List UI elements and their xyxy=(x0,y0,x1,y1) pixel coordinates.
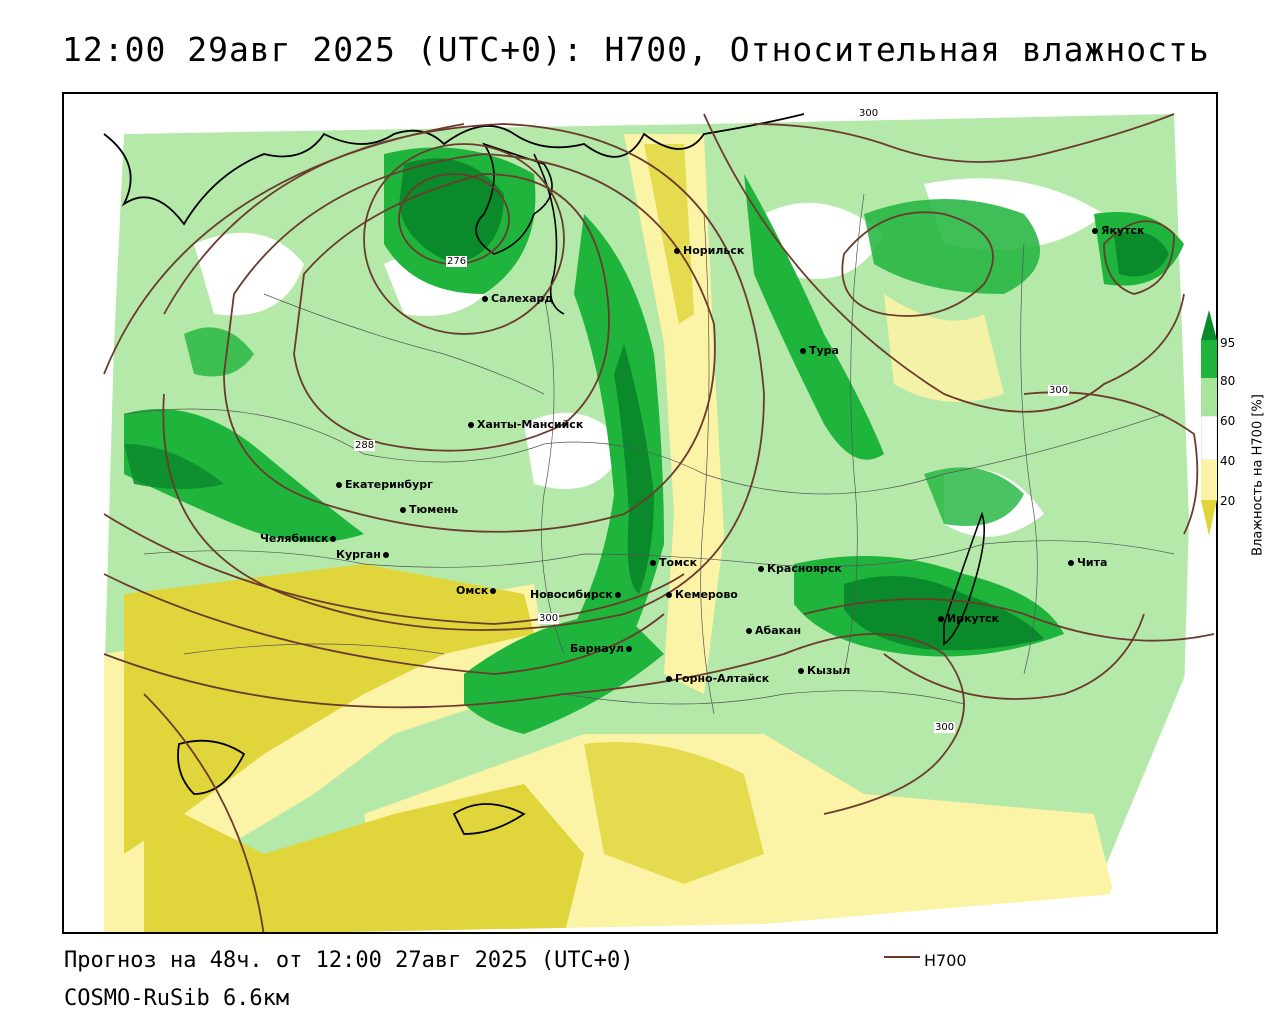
city-tomsk: Томск xyxy=(650,556,697,569)
city-irkutsk: Иркутск xyxy=(938,612,999,625)
isohypse-label: 300 xyxy=(538,613,560,624)
colorbar-tick: 60 xyxy=(1220,414,1236,428)
city-gorno-altaysk: Горно-Алтайск xyxy=(666,672,769,685)
city-marker-icon xyxy=(666,676,672,682)
colorbar-tick: 20 xyxy=(1220,494,1236,508)
city-marker-icon xyxy=(400,507,406,513)
city-khanty-mansiysk: Ханты-Мансийск xyxy=(468,418,583,431)
city-tura: Тура xyxy=(800,344,839,357)
city-marker-icon xyxy=(758,566,764,572)
city-marker-icon xyxy=(938,616,944,622)
map-area[interactable]: 276 288 300 300 300 300 Норильск Салехар… xyxy=(62,92,1218,934)
map-title: 12:00 29авг 2025 (UTC+0): H700, Относите… xyxy=(62,30,1210,69)
isohypse-label: 276 xyxy=(446,256,468,267)
city-yakutsk: Якутск xyxy=(1092,224,1144,237)
h700-legend-line-icon xyxy=(884,956,920,958)
city-marker-icon xyxy=(614,592,621,598)
city-ekaterinburg: Екатеринбург xyxy=(336,478,433,491)
city-marker-icon xyxy=(336,482,342,488)
city-marker-icon xyxy=(382,552,389,558)
city-marker-icon xyxy=(798,668,804,674)
city-marker-icon xyxy=(746,628,752,634)
isohypse-label: 300 xyxy=(934,722,956,733)
isohypse-label: 300 xyxy=(1048,385,1070,396)
model-info: COSMO-RuSib 6.6км xyxy=(64,986,290,1011)
h700-legend-label: H700 xyxy=(924,951,967,970)
city-norilsk: Норильск xyxy=(674,244,744,257)
colorbar xyxy=(1201,310,1217,536)
city-abakan: Абакан xyxy=(746,624,801,637)
city-marker-icon xyxy=(800,348,806,354)
city-marker-icon xyxy=(1068,560,1074,566)
city-barnaul: Барнаул xyxy=(570,642,635,655)
colorbar-tick: 80 xyxy=(1220,374,1236,388)
city-kyzyl: Кызыл xyxy=(798,664,850,677)
city-novosibirsk: Новосибирск xyxy=(530,588,624,601)
colorbar-tick: 40 xyxy=(1220,454,1236,468)
city-krasnoyarsk: Красноярск xyxy=(758,562,842,575)
city-marker-icon xyxy=(468,422,474,428)
colorbar-ticks: 95 80 60 40 20 xyxy=(1220,0,1250,1024)
city-omsk: Омск xyxy=(456,584,499,597)
city-marker-icon xyxy=(625,646,632,652)
colorbar-tick: 95 xyxy=(1220,336,1236,350)
city-marker-icon xyxy=(650,560,656,566)
city-marker-icon xyxy=(674,248,680,254)
city-chelyabinsk: Челябинск xyxy=(260,532,339,545)
city-tyumen: Тюмень xyxy=(400,503,458,516)
city-kurgan: Курган xyxy=(336,548,392,561)
forecast-info: Прогноз на 48ч. от 12:00 27авг 2025 (UTC… xyxy=(64,948,634,973)
humidity-field xyxy=(64,94,1216,932)
city-marker-icon xyxy=(490,588,497,594)
city-marker-icon xyxy=(330,536,337,542)
city-salekhard: Салехард xyxy=(482,292,553,305)
city-marker-icon xyxy=(1092,228,1098,234)
city-marker-icon xyxy=(666,592,672,598)
city-marker-icon xyxy=(482,296,488,302)
isohypse-label: 288 xyxy=(354,440,376,451)
isohypse-label: 300 xyxy=(858,108,880,119)
colorbar-title: Влажность на H700 [%] xyxy=(1250,394,1266,556)
city-kemerovo: Кемерово xyxy=(666,588,738,601)
city-chita: Чита xyxy=(1068,556,1107,569)
